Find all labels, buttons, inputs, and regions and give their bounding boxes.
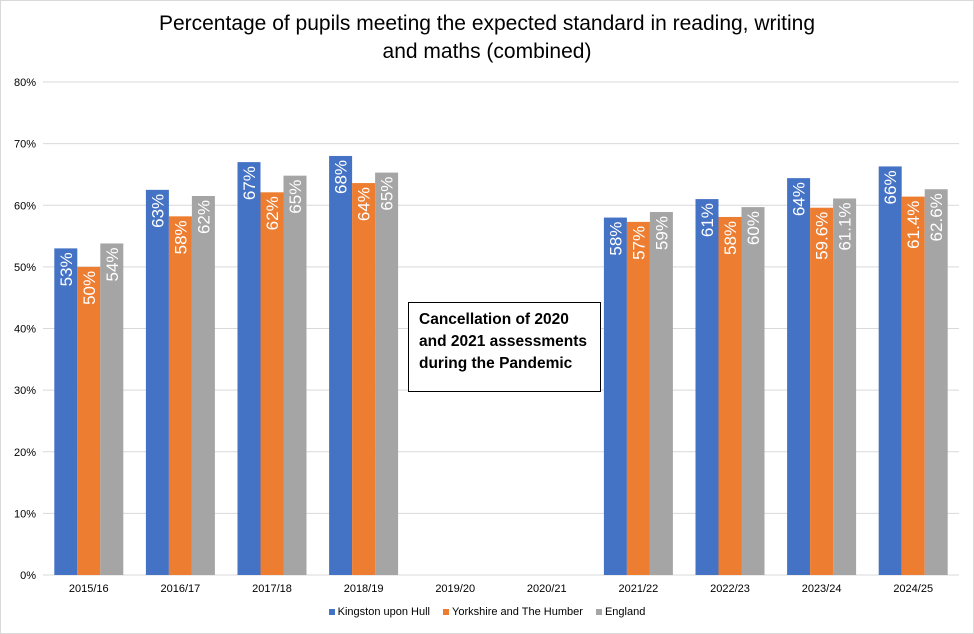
annotation-line: Cancellation of 2020 bbox=[419, 311, 569, 328]
bar bbox=[718, 216, 742, 576]
data-label: 62% bbox=[194, 200, 213, 234]
legend-item-hull: Kingston upon Hull bbox=[328, 606, 430, 618]
bar bbox=[54, 248, 78, 575]
x-tick-label: 2019/20 bbox=[435, 583, 475, 595]
data-label: 66% bbox=[881, 170, 900, 204]
legend-swatch bbox=[595, 609, 602, 615]
data-label: 59% bbox=[652, 216, 671, 250]
bar bbox=[626, 221, 650, 576]
y-tick-label: 30% bbox=[14, 385, 36, 397]
data-label: 65% bbox=[286, 180, 305, 214]
x-tick-label: 2022/23 bbox=[710, 583, 750, 595]
legend-item-england: England bbox=[595, 606, 646, 618]
data-label: 64% bbox=[790, 182, 809, 216]
bar bbox=[260, 192, 284, 575]
x-tick-label: 2021/22 bbox=[619, 583, 659, 595]
data-label: 61.1% bbox=[836, 202, 855, 250]
data-label: 59.6% bbox=[813, 212, 832, 260]
data-label: 61% bbox=[698, 203, 717, 237]
data-label: 63% bbox=[148, 194, 167, 228]
bar bbox=[695, 199, 719, 575]
legend: Kingston upon Hull Yorkshire and The Hum… bbox=[0, 606, 974, 618]
bar bbox=[878, 166, 902, 575]
data-label: 60% bbox=[744, 211, 763, 245]
data-label: 68% bbox=[332, 160, 351, 194]
bar bbox=[741, 207, 765, 575]
x-tick-label: 2023/24 bbox=[802, 583, 842, 595]
data-label: 67% bbox=[240, 166, 259, 200]
bar bbox=[77, 266, 101, 575]
bar bbox=[603, 217, 627, 575]
bar bbox=[375, 172, 399, 575]
data-label: 62.6% bbox=[927, 193, 946, 241]
x-tick-label: 2018/19 bbox=[344, 583, 384, 595]
legend-label: England bbox=[604, 606, 646, 618]
bar bbox=[168, 216, 192, 575]
bar bbox=[924, 189, 948, 576]
bar bbox=[833, 198, 857, 575]
bar bbox=[329, 155, 353, 575]
data-label: 62% bbox=[263, 196, 282, 230]
pandemic-annotation: Cancellation of 2020 and 2021 assessment… bbox=[408, 302, 601, 392]
legend-swatch bbox=[443, 609, 450, 615]
data-label: 64% bbox=[355, 187, 374, 221]
chart-title-line-2: and maths (combined) bbox=[382, 40, 592, 63]
bar bbox=[237, 162, 261, 576]
y-tick-label: 60% bbox=[14, 200, 36, 212]
x-tick-label: 2024/25 bbox=[893, 583, 933, 595]
chart-title: Percentage of pupils meeting the expecte… bbox=[80, 10, 894, 66]
data-label: 58% bbox=[721, 221, 740, 255]
y-tick-label: 70% bbox=[14, 139, 36, 151]
y-tick-label: 20% bbox=[14, 447, 36, 459]
x-tick-label: 2016/17 bbox=[161, 583, 201, 595]
x-tick-label: 2015/16 bbox=[69, 583, 109, 595]
data-label: 53% bbox=[57, 252, 76, 286]
bar bbox=[787, 178, 811, 575]
y-tick-label: 0% bbox=[20, 570, 36, 582]
data-label: 54% bbox=[103, 247, 122, 281]
chart-title-line-1: Percentage of pupils meeting the expecte… bbox=[158, 12, 816, 35]
y-tick-label: 40% bbox=[14, 324, 36, 336]
data-label: 65% bbox=[378, 177, 397, 211]
legend-label: Yorkshire and The Humber bbox=[452, 606, 583, 618]
x-tick-label: 2020/21 bbox=[527, 583, 567, 595]
data-label: 58% bbox=[171, 220, 190, 254]
bar bbox=[810, 207, 834, 575]
bar bbox=[352, 183, 376, 575]
data-label: 57% bbox=[629, 226, 648, 260]
y-tick-label: 10% bbox=[14, 508, 36, 520]
bar bbox=[283, 175, 307, 576]
y-tick-label: 50% bbox=[14, 262, 36, 274]
data-label: 50% bbox=[80, 271, 99, 305]
bar bbox=[901, 196, 925, 575]
data-label: 58% bbox=[606, 222, 625, 256]
bar bbox=[649, 212, 673, 575]
bar bbox=[145, 189, 169, 575]
y-tick-label: 80% bbox=[14, 77, 36, 89]
annotation-line: during the Pandemic bbox=[419, 355, 573, 372]
legend-swatch bbox=[328, 609, 335, 615]
legend-label: Kingston upon Hull bbox=[337, 606, 430, 618]
bar bbox=[191, 196, 215, 575]
legend-item-yorkshire: Yorkshire and The Humber bbox=[443, 606, 583, 618]
data-label: 61.4% bbox=[904, 201, 923, 249]
annotation-line: and 2021 assessments bbox=[419, 333, 588, 350]
bar bbox=[100, 243, 124, 575]
x-tick-label: 2017/18 bbox=[252, 583, 292, 595]
